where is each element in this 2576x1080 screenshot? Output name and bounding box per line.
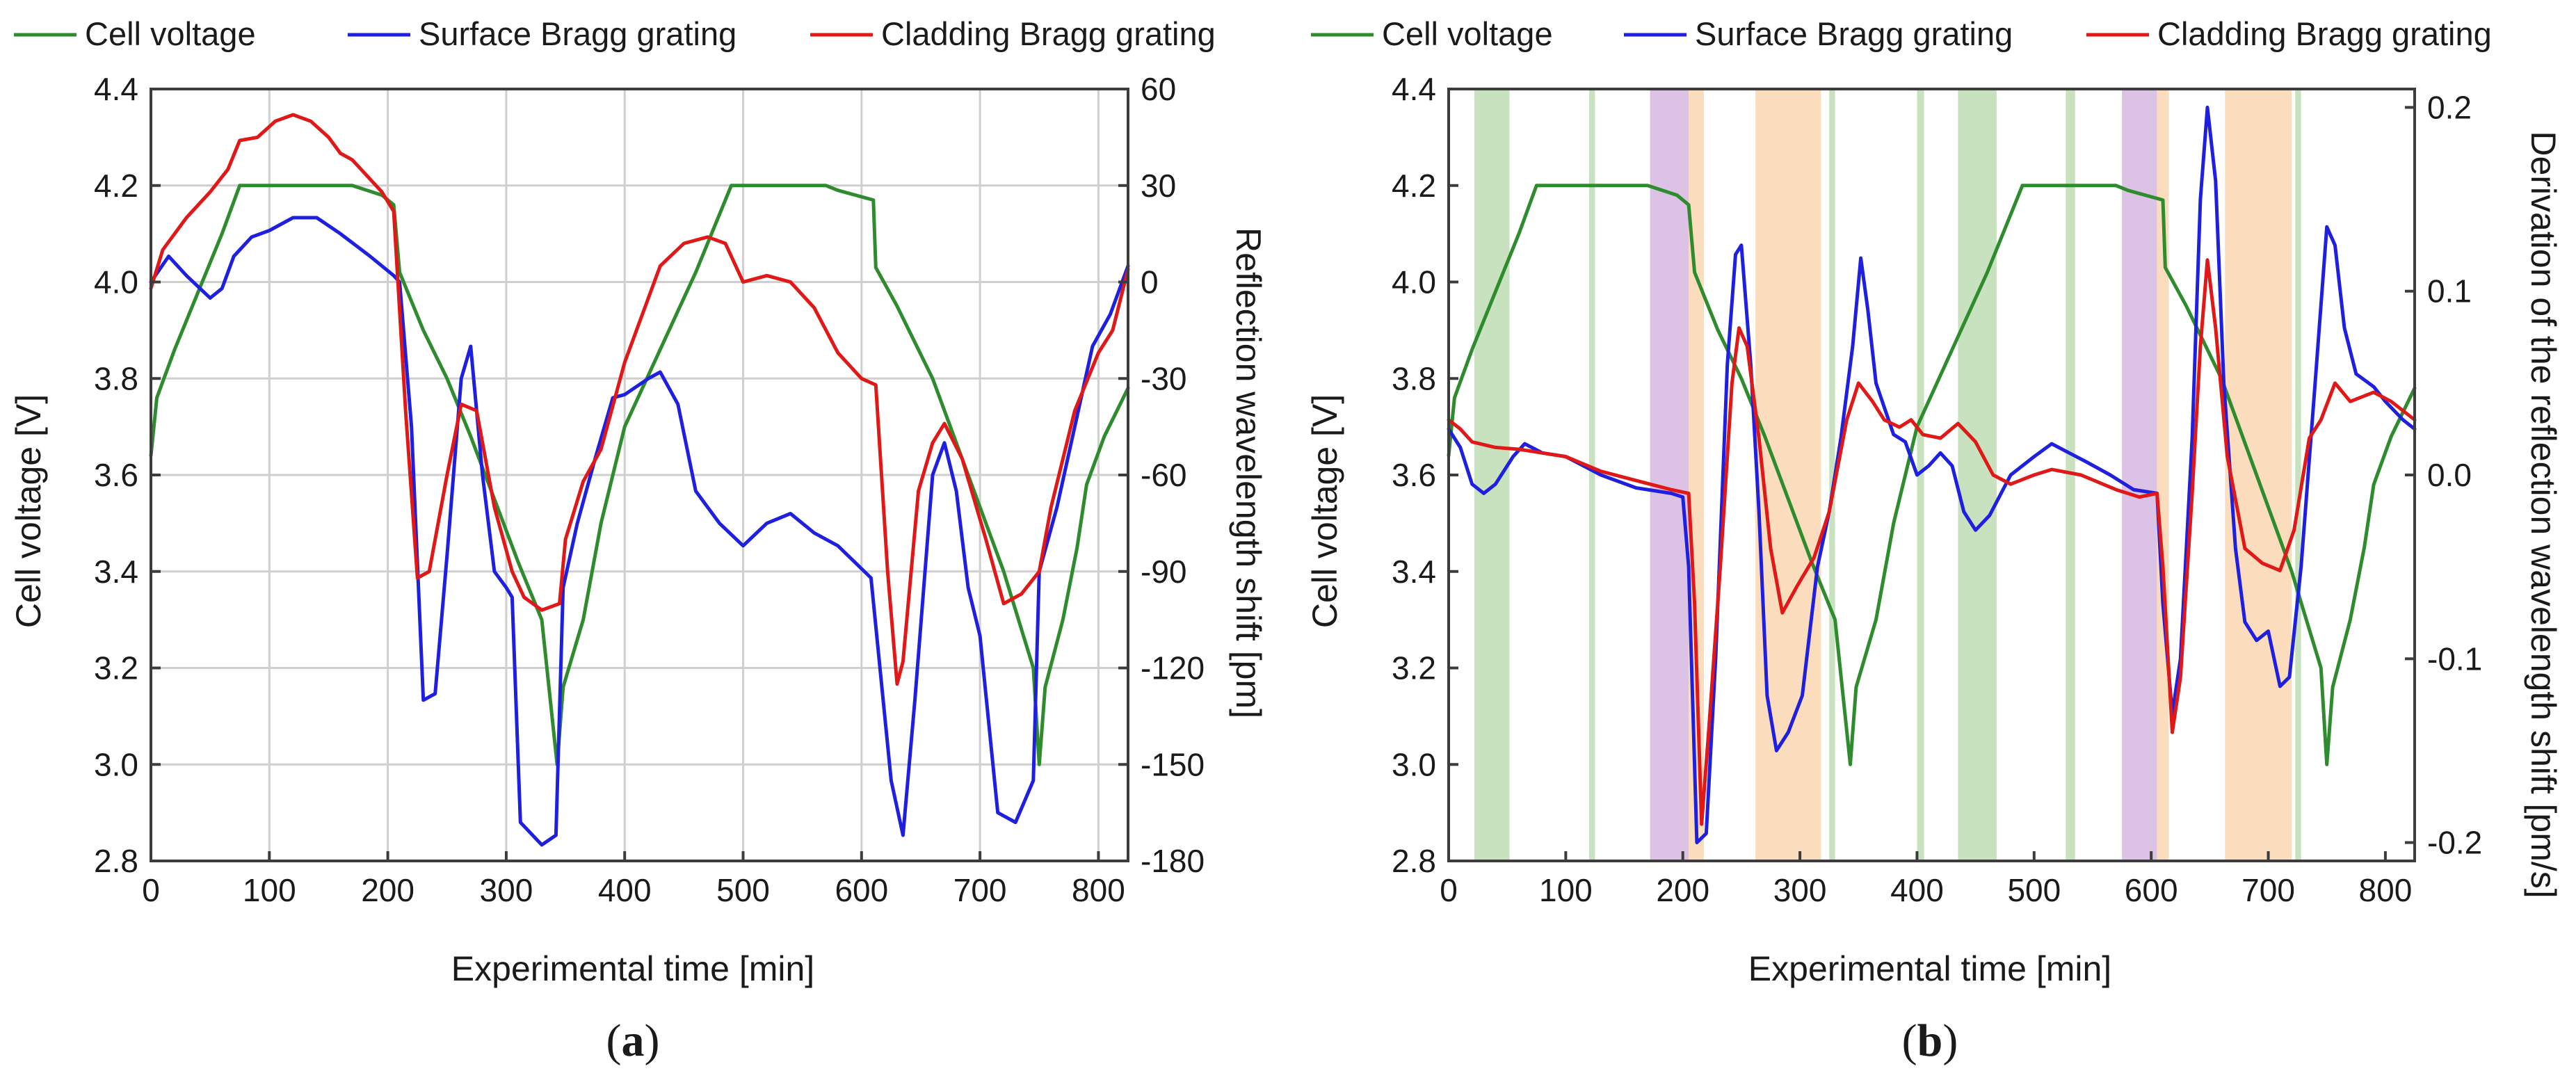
panel-label-b: (b) (1902, 1015, 1958, 1066)
y-right-tick-label: -60 (1141, 457, 1186, 493)
x-tick-label: 700 (2241, 872, 2295, 908)
y-left-tick-label: 4.2 (94, 168, 138, 204)
ticks-a: 0 100 200 300 400 500 600 700 8002.83.03.23.43.6… (94, 71, 1205, 908)
highlight-band-purple (2122, 89, 2157, 861)
x-tick-label: 600 (2125, 872, 2178, 908)
panel-paren: ( (1902, 1015, 1917, 1066)
y-left-tick-label: 2.8 (94, 843, 138, 879)
y-left-tick-label: 4.4 (1392, 71, 1436, 107)
chart-panel-a: Cell voltage Surface Bragg grating Cladd… (9, 15, 1268, 1066)
y-left-tick-label: 3.0 (94, 746, 138, 782)
y-left-tick-label: 4.2 (1392, 168, 1436, 204)
y-left-tick-label: 3.4 (94, 554, 138, 590)
panel-letter: b (1917, 1015, 1943, 1066)
y-axis-right-title-b: Derivation of the reflection wavelength … (2524, 131, 2563, 898)
highlight-band-green (1474, 89, 1510, 861)
highlight-band-green (2066, 89, 2075, 861)
series-group-b (1447, 105, 2417, 845)
x-tick-label: 800 (2359, 872, 2413, 908)
y-left-tick-label: 3.8 (1392, 360, 1436, 396)
x-tick-label: 700 (953, 872, 1007, 908)
highlight-band-green (1829, 89, 1835, 861)
y-axis-left-title-b: Cell voltage [V] (1305, 394, 1344, 628)
legend-label-cladding: Cladding Bragg grating (881, 15, 1216, 52)
x-tick-label: 500 (2007, 872, 2061, 908)
highlight-band-orange (1755, 89, 1821, 861)
y-left-tick-label: 3.0 (1392, 746, 1436, 782)
x-tick-label: 200 (1656, 872, 1709, 908)
x-tick-label: 300 (480, 872, 533, 908)
legend-label-voltage: Cell voltage (85, 15, 256, 52)
x-tick-label: 500 (716, 872, 770, 908)
x-tick-label: 400 (598, 872, 652, 908)
panel-paren: ) (645, 1015, 660, 1066)
panel-paren: ) (1942, 1015, 1958, 1066)
y-left-tick-label: 4.0 (94, 264, 138, 300)
x-tick-label: 0 (1440, 872, 1458, 908)
y-left-tick-label: 3.2 (94, 650, 138, 686)
series-line-surface (149, 216, 1130, 847)
x-tick-label: 200 (361, 872, 414, 908)
x-axis-title-a: Experimental time [min] (451, 949, 814, 988)
y-right-tick-label: 0.1 (2427, 273, 2472, 309)
y-right-tick-label: -30 (1141, 360, 1186, 396)
y-right-tick-label: -0.1 (2427, 640, 2482, 677)
panel-letter: a (622, 1015, 645, 1066)
y-right-tick-label: 0 (1141, 264, 1159, 300)
x-tick-label: 300 (1773, 872, 1827, 908)
x-axis-title-b: Experimental time [min] (1748, 949, 2111, 988)
ticks-b: 0 100 200 300 400 500 600 700 800 2.8 3.0 3.2 3.4 3.6… (1392, 71, 2482, 908)
y-right-tick-label: 60 (1141, 71, 1176, 107)
legend-label-voltage: Cell voltage (1382, 15, 1553, 52)
series-line-surface (1447, 105, 2417, 845)
x-tick-label: 600 (835, 872, 888, 908)
y-left-tick-label: 4.0 (1392, 264, 1436, 300)
series-line-voltage (1447, 184, 2417, 766)
chart-panel-b: Cell voltage Surface Bragg grating Cladd… (1305, 15, 2563, 1066)
y-right-tick-label: -0.2 (2427, 825, 2482, 861)
panel-label-a: (a) (606, 1015, 660, 1066)
y-right-tick-label: -120 (1141, 650, 1205, 686)
y-right-tick-label: -150 (1141, 746, 1205, 782)
highlight-band-orange (1689, 89, 1705, 861)
y-left-tick-label: 3.6 (94, 457, 138, 493)
y-axis-left-title-a: Cell voltage [V] (9, 394, 48, 628)
y-axis-right-title-a: Reflection wavelength shift [pm] (1229, 227, 1268, 718)
x-tick-label: 0 (142, 872, 160, 908)
highlight-band-green (1958, 89, 1997, 861)
y-right-tick-label: 0.2 (2427, 89, 2472, 125)
y-left-tick-label: 3.6 (1392, 457, 1436, 493)
y-right-tick-label: -180 (1141, 843, 1205, 879)
y-left-tick-label: 4.4 (94, 71, 138, 107)
highlight-band-orange (2157, 89, 2169, 861)
y-left-tick-label: 3.4 (1392, 554, 1436, 590)
y-left-tick-label: 2.8 (1392, 843, 1436, 879)
series-line-cladding (1447, 258, 2417, 826)
legend-label-cladding: Cladding Bragg grating (2157, 15, 2492, 52)
series-line-cladding (149, 113, 1130, 686)
x-tick-label: 800 (1072, 872, 1125, 908)
x-tick-label: 100 (243, 872, 296, 908)
highlight-band-purple (1650, 89, 1689, 861)
y-left-tick-label: 3.8 (94, 360, 138, 396)
legend-b: Cell voltage Surface Bragg grating Cladd… (1311, 15, 2492, 52)
legend-label-surface: Surface Bragg grating (419, 15, 736, 52)
grid-a (151, 89, 1128, 861)
x-tick-label: 400 (1890, 872, 1944, 908)
legend-label-surface: Surface Bragg grating (1695, 15, 2013, 52)
highlight-band-green (2295, 89, 2301, 861)
y-right-tick-label: 30 (1141, 168, 1176, 204)
y-right-tick-label: 0.0 (2427, 457, 2472, 493)
x-tick-label: 100 (1539, 872, 1593, 908)
highlight-band-green (1917, 89, 1924, 861)
y-right-tick-label: -90 (1141, 554, 1186, 590)
series-group-a (149, 113, 1130, 847)
highlight-band-green (1589, 89, 1595, 861)
legend-a: Cell voltage Surface Bragg grating Cladd… (14, 15, 1216, 52)
panel-paren: ( (606, 1015, 622, 1066)
y-left-tick-label: 3.2 (1392, 650, 1436, 686)
